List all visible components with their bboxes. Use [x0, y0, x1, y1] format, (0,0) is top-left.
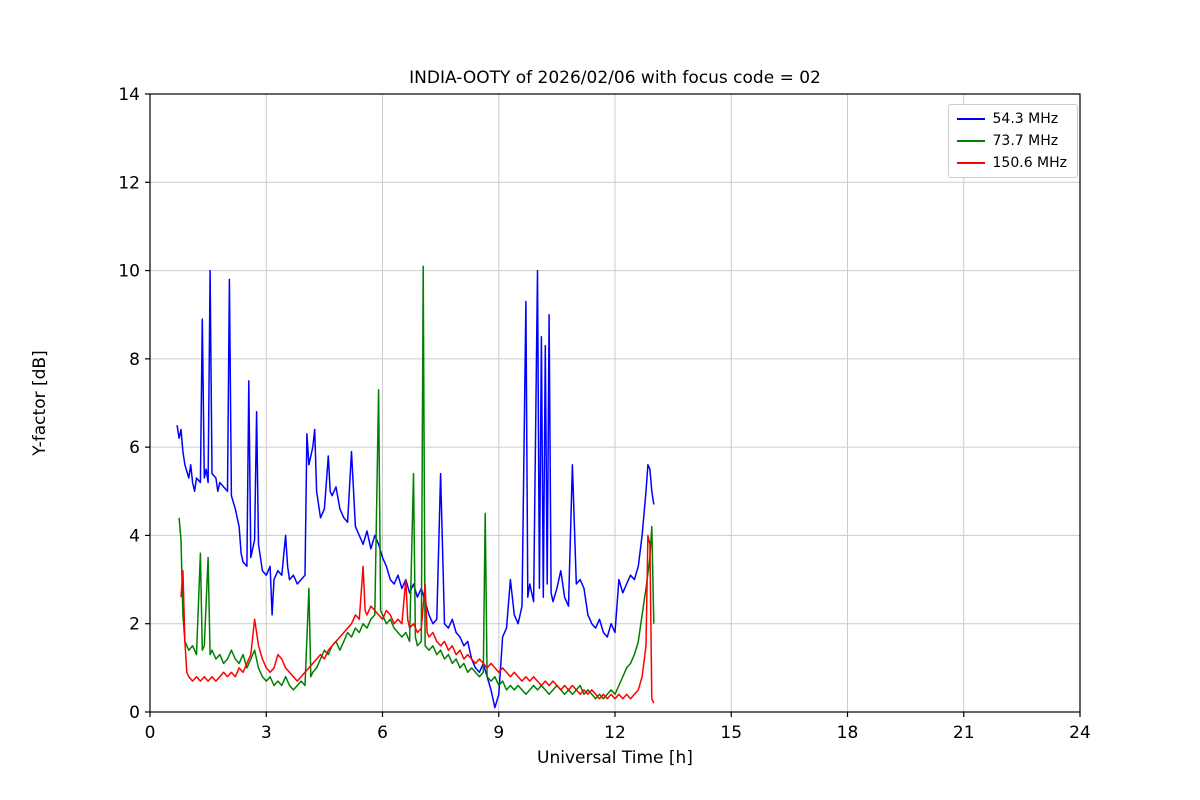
y-tick-label: 12: [118, 173, 140, 193]
x-axis-label: Universal Time [h]: [537, 748, 693, 768]
x-tick-label: 9: [493, 723, 504, 743]
x-tick-label: 6: [377, 723, 388, 743]
x-tick-label: 15: [720, 723, 742, 743]
y-tick-label: 8: [129, 350, 140, 370]
legend-label: 73.7 MHz: [992, 133, 1059, 149]
y-tick-label: 14: [118, 85, 140, 105]
chart-title: INDIA-OOTY of 2026/02/06 with focus code…: [409, 68, 821, 88]
x-tick-label: 3: [261, 723, 272, 743]
legend-item: 73.7 MHz: [956, 133, 1067, 149]
y-tick-label: 0: [129, 703, 140, 723]
legend-swatch: [956, 162, 985, 164]
legend-item: 54.3 MHz: [956, 111, 1067, 127]
legend-swatch: [956, 118, 985, 120]
y-axis-label: Y-factor [dB]: [30, 350, 50, 456]
x-tick-label: 0: [145, 723, 156, 743]
y-tick-label: 2: [129, 615, 140, 635]
x-tick-label: 18: [837, 723, 859, 743]
series-line-150-6-mhz: [180, 534, 655, 704]
series-line-54-3-mhz: [176, 269, 655, 709]
x-tick-label: 12: [604, 723, 626, 743]
y-tick-label: 4: [129, 526, 140, 546]
legend-item: 150.6 MHz: [956, 155, 1067, 171]
legend: 54.3 MHz 73.7 MHz 150.6 MHz: [947, 104, 1078, 178]
x-tick-label: 21: [953, 723, 975, 743]
legend-label: 54.3 MHz: [992, 111, 1059, 127]
x-tick-label: 24: [1069, 723, 1091, 743]
y-tick-label: 6: [129, 438, 140, 458]
legend-swatch: [956, 140, 985, 142]
y-tick-label: 10: [118, 262, 140, 282]
series-line-73-7-mhz: [178, 265, 655, 700]
legend-label: 150.6 MHz: [992, 155, 1067, 171]
